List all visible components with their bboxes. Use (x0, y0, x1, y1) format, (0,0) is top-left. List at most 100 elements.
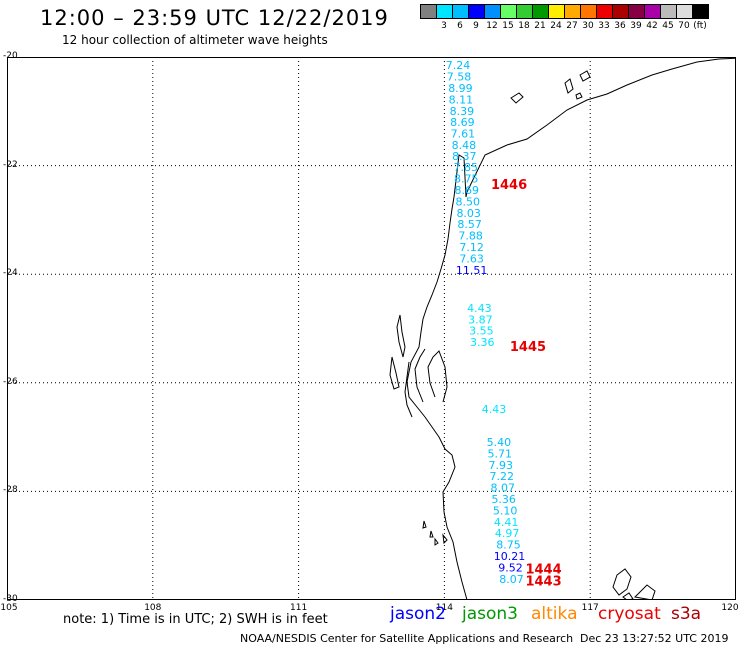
map-frame (7, 57, 736, 600)
wave-height-value: 7.93 (489, 459, 514, 472)
wave-height-value: 3.87 (468, 313, 493, 326)
wave-height-value: 7.24 (446, 59, 471, 72)
wave-height-value: 5.40 (487, 436, 512, 449)
pass-time-label: 1444 (525, 563, 561, 578)
wave-height-value: 7.58 (447, 71, 472, 84)
island-dirk-hartog (396, 314, 406, 358)
page-subtitle: 12 hour collection of altimeter wave hei… (62, 33, 328, 47)
wave-height-value: 8.39 (450, 105, 475, 118)
longitude-tick-label: 120 (721, 603, 739, 613)
colorbar-swatch (420, 4, 437, 19)
colorbar-label: 42 (646, 21, 658, 31)
island-southeast-3 (633, 584, 656, 600)
legend-altika: altika (531, 604, 578, 624)
colorbar-label: 6 (457, 21, 463, 31)
pass-time-label: 1445 (510, 340, 546, 355)
wave-height-value: 8.07 (499, 573, 524, 586)
island-abrolhos-4 (442, 533, 448, 545)
coastline-sharkbay-west (404, 361, 413, 418)
colorbar-swatch (676, 4, 693, 19)
island-southeast-2 (622, 592, 634, 600)
wave-height-value: 4.97 (495, 527, 520, 540)
island-north-4 (575, 92, 583, 100)
wave-height-value: 7.63 (459, 252, 484, 265)
pass-time-label: 1446 (491, 178, 527, 193)
colorbar-label: 70 (678, 21, 690, 31)
longitude-tick-label: 111 (290, 603, 308, 613)
pass-time-label: 1443 (525, 574, 561, 589)
island-bernier (389, 356, 400, 390)
colorbar-label: 9 (473, 21, 479, 31)
wave-height-value: 3.55 (469, 325, 494, 338)
longitude-tick-label: 117 (581, 603, 599, 613)
latitude-tick-label: -24 (3, 268, 18, 279)
island-north-2 (564, 78, 574, 94)
wave-height-value: 8.37 (452, 150, 477, 163)
colorbar-swatch (548, 4, 565, 19)
wave-height-value: 8.57 (457, 218, 482, 231)
colorbar-label: 30 (582, 21, 594, 31)
colorbar-swatch (484, 4, 501, 19)
colorbar-swatch (660, 4, 677, 19)
coastline-sharkbay-east (427, 350, 448, 403)
wave-height-value: 8.48 (452, 139, 477, 152)
wave-height-value: 7.22 (489, 470, 514, 483)
wave-height-value: 8.50 (455, 195, 480, 208)
wave-height-value: 7.88 (458, 230, 483, 243)
colorbar-swatch (516, 4, 533, 19)
latitude-tick-label: -28 (3, 485, 18, 496)
coastline-exmouth (453, 154, 468, 198)
wave-height-value: 5.36 (491, 493, 516, 506)
island-abrolhos-3 (434, 537, 439, 546)
legend-jason2: jason2 (390, 604, 446, 624)
wave-height-value: 8.07 (490, 482, 515, 495)
latitude-tick-label: -22 (3, 159, 18, 170)
colorbar-label: 36 (614, 21, 626, 31)
footer-note: note: 1) Time is in UTC; 2) SWH is in fe… (63, 612, 328, 627)
colorbar-swatch (692, 4, 709, 19)
colorbar-swatch (628, 4, 645, 19)
credit-line: NOAA/NESDIS Center for Satellite Applica… (240, 632, 574, 645)
colorbar-label: 45 (662, 21, 674, 31)
island-southeast-1 (612, 568, 632, 596)
wave-height-value: 8.69 (455, 184, 480, 197)
wave-height-value: 8.75 (454, 173, 479, 186)
wave-height-value: 4.43 (467, 302, 492, 315)
wave-height-value: 10.21 (494, 550, 526, 563)
latitude-tick-label: -26 (3, 376, 18, 387)
coastline (389, 57, 736, 600)
colorbar-label: 18 (518, 21, 530, 31)
colorbar-label: 3 (441, 21, 447, 31)
wave-height-value: 4.41 (494, 516, 519, 529)
wave-height-value: 8.11 (449, 93, 474, 106)
island-abrolhos-1 (422, 520, 427, 529)
colorbar-swatch (532, 4, 549, 19)
wave-height-value: 8.69 (450, 116, 475, 129)
legend-s3a: s3a (671, 604, 702, 624)
wave-height-value: 9.52 (498, 561, 523, 574)
coastline-sharkbay-mid (414, 348, 426, 403)
latitude-tick-label: -20 (3, 51, 18, 61)
colorbar-swatch (500, 4, 517, 19)
colorbar-swatch (452, 4, 469, 19)
latitude-tick-label: -30 (3, 594, 18, 604)
colorbar-swatch (468, 4, 485, 19)
longitude-tick-label: 114 (435, 603, 453, 613)
colorbar-label: 15 (502, 21, 514, 31)
legend-jason3: jason3 (462, 604, 518, 624)
longitude-tick-label: 108 (144, 603, 162, 613)
legend-cryosat: cryosat (598, 604, 661, 624)
page-title: 12:00 – 23:59 UTC 12/22/2019 (40, 6, 389, 30)
colorbar-swatch (596, 4, 613, 19)
longitude-tick-label: 105 (0, 603, 18, 613)
colorbar-label: 21 (534, 21, 546, 31)
colorbar-label: 27 (566, 21, 578, 31)
colorbar-swatch (436, 4, 453, 19)
colorbar-label: 12 (486, 21, 498, 31)
wave-height-value: 3.36 (470, 336, 495, 349)
wave-height-value: 7.61 (451, 128, 476, 141)
colorbar-swatch (612, 4, 629, 19)
colorbar-swatch (564, 4, 581, 19)
wave-height-value: 8.03 (456, 207, 481, 220)
